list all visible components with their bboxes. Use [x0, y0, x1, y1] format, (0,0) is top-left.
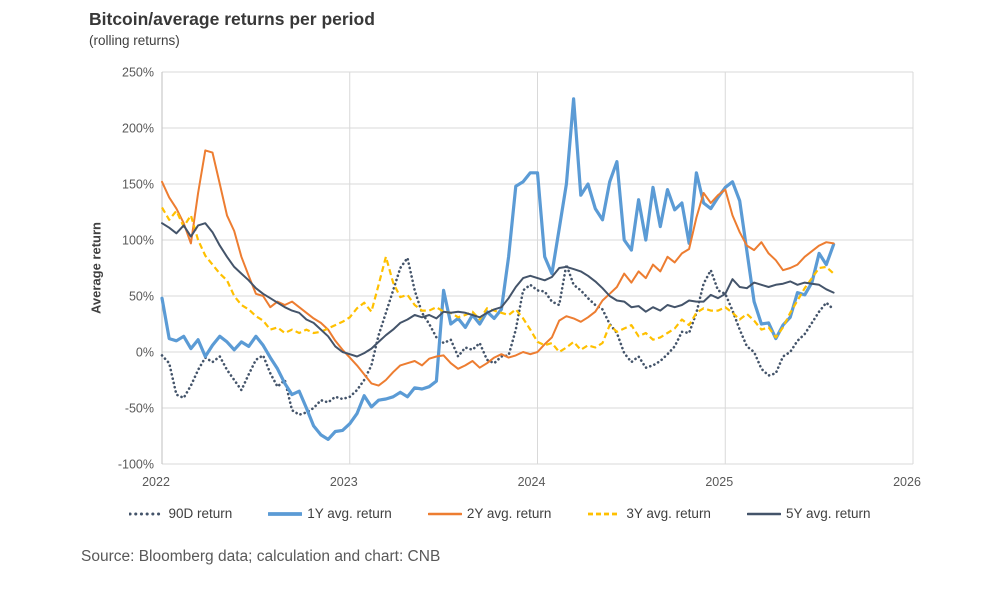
legend-label: 2Y avg. return	[466, 506, 552, 521]
series-line-3y-avg-return	[161, 206, 835, 354]
legend-marker-solid	[427, 512, 462, 515]
legend-item-90d-return: 90D return	[129, 506, 232, 521]
y-tick-label: 250%	[122, 66, 154, 80]
y-tick-label: 0%	[136, 346, 154, 360]
x-tick-label: 2024	[518, 475, 546, 489]
series-line-90d-return	[160, 256, 835, 417]
y-tick-label: 200%	[122, 122, 154, 136]
y-tick-label: 50%	[129, 290, 154, 304]
legend-item-1y-avg-return: 1Y avg. return	[268, 506, 392, 521]
legend-marker-dotted	[129, 512, 164, 515]
legend-label: 1Y avg. return	[307, 506, 392, 521]
x-tick-label: 2025	[705, 475, 733, 489]
series-line-1y-avg-return	[160, 97, 836, 441]
y-tick-label: -50%	[125, 402, 154, 416]
source-note: Source: Bloomberg data; calculation and …	[81, 548, 441, 565]
chart-title: Bitcoin/average returns per period	[89, 9, 375, 29]
legend-item-3y-avg-return: 3Y avg. return	[587, 506, 711, 521]
legend-label: 5Y avg. return	[785, 506, 871, 521]
y-tick-label: -100%	[118, 458, 154, 472]
chart-subtitle: (rolling returns)	[89, 33, 180, 48]
legend-label: 3Y avg. return	[626, 506, 711, 521]
x-tick-label: 2023	[330, 475, 358, 489]
x-tick-label: 2022	[142, 475, 170, 489]
y-tick-label: 100%	[122, 234, 154, 248]
legend-marker-dashed	[588, 512, 621, 515]
legend-marker-solid-thick	[268, 511, 303, 516]
chart-legend: 90D return 1Y avg. return 2Y avg. return 3Y…	[0, 506, 1000, 521]
series-line-2y-avg-return	[161, 149, 835, 387]
legend-marker-solid	[746, 512, 781, 515]
legend-label: 90D return	[168, 506, 233, 521]
legend-item-2y-avg-return: 2Y avg. return	[427, 506, 552, 521]
legend-item-5y-avg-return: 5Y avg. return	[746, 506, 871, 521]
x-tick-label: 2026	[893, 475, 921, 489]
series-line-5y-avg-return	[161, 222, 835, 358]
y-tick-label: 150%	[122, 178, 154, 192]
